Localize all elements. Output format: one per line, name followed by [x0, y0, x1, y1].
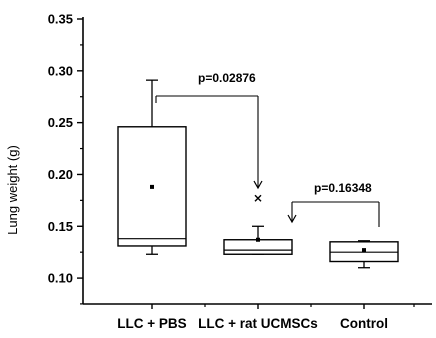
- x-category-label-0: LLC + PBS: [117, 316, 186, 331]
- x-category-label-1: LLC + rat UCMSCs: [198, 316, 318, 331]
- box-series: [117, 79, 399, 269]
- significance-annotations: p=0.02876 p=0.16348: [155, 71, 380, 227]
- annotation-0-label: p=0.02876: [198, 71, 256, 85]
- y-tick-label-4: 0.30: [48, 63, 73, 78]
- y-axis-ticks: 0.10 0.15 0.20 0.25 0.30 0.35: [48, 12, 83, 305]
- mean-marker-2: [362, 248, 366, 253]
- y-tick-label-5: 0.35: [48, 12, 73, 27]
- x-axis-labels: LLC + PBS LLC + rat UCMSCs Control: [117, 316, 388, 331]
- annotation-1: p=0.16348: [287, 181, 380, 227]
- y-tick-label-2: 0.20: [48, 167, 73, 182]
- mean-marker-0: [150, 184, 154, 189]
- outlier-1-0-b: [254, 194, 262, 202]
- box-2: [329, 240, 399, 269]
- mean-marker-1: [256, 237, 260, 242]
- y-tick-label-3: 0.25: [48, 115, 73, 130]
- annotation-0-arrow: [253, 180, 263, 190]
- annotation-1-arrow: [287, 214, 297, 224]
- annotation-1-label: p=0.16348: [314, 181, 372, 195]
- y-axis-title: Lung weight (g): [5, 145, 20, 235]
- y-tick-label-1: 0.15: [48, 219, 73, 234]
- y-tick-label-0: 0.10: [48, 271, 73, 286]
- box-1: [223, 194, 293, 255]
- x-category-label-2: Control: [340, 316, 388, 331]
- box-iqr-1: [223, 239, 293, 255]
- annotation-0: p=0.02876: [155, 71, 263, 190]
- box-0: [117, 79, 187, 255]
- axes: [82, 17, 432, 309]
